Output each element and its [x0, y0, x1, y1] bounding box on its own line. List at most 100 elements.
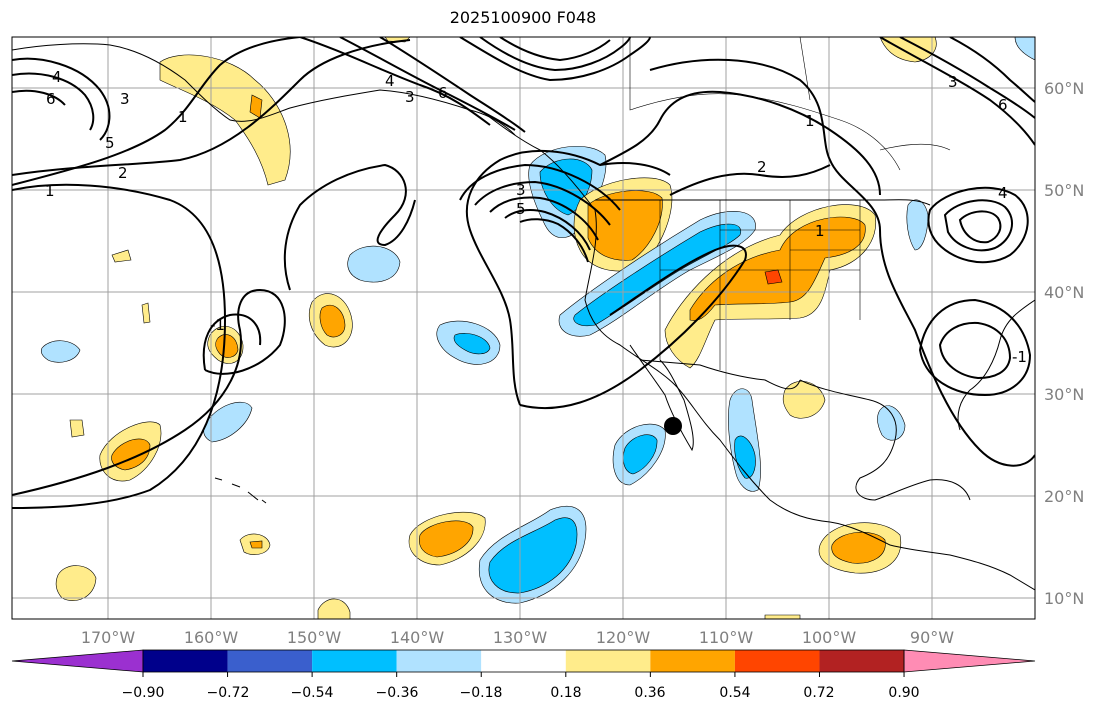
map-frame	[11, 36, 1036, 620]
contour-label: 3	[120, 90, 130, 108]
colorbar-tick-label: −0.54	[291, 685, 334, 701]
contour-line	[949, 37, 1035, 103]
colorbar-frame	[142, 649, 905, 673]
contour-line	[479, 37, 631, 72]
colorbar-tick-label: −0.36	[376, 685, 419, 701]
contour-line	[599, 90, 881, 196]
colorbar-tick-label: −0.72	[207, 685, 250, 701]
mexico-border	[639, 359, 801, 390]
gulf-coastline	[799, 379, 971, 501]
colorbar-segment	[650, 650, 735, 672]
negative-anomaly-area	[622, 434, 658, 475]
lon-label: 130°W	[493, 628, 548, 647]
colorbar-segment	[481, 650, 566, 672]
lat-label: 60°N	[1044, 79, 1084, 98]
contour-line	[938, 321, 1012, 380]
contour-line	[12, 37, 301, 186]
colorbar-extend-low	[11, 649, 144, 673]
positive-anomaly-area	[249, 540, 263, 549]
colorbar-tick-label: 0.54	[719, 685, 750, 701]
colorbar-segment	[396, 650, 482, 672]
lon-label: 100°W	[802, 628, 857, 647]
lat-label: 10°N	[1044, 589, 1084, 608]
negative-anomaly-area	[347, 245, 401, 283]
lon-label: 120°W	[596, 628, 651, 647]
negative-anomaly-area	[40, 340, 81, 363]
us-border	[595, 199, 931, 206]
colorbar-tick-labels: −0.90 −0.72 −0.54 −0.36 −0.18 0.18 0.36 …	[122, 685, 920, 701]
positive-anomaly-area	[764, 269, 783, 285]
colorbar-tick-label: 0.18	[550, 685, 581, 701]
contour-label: 1	[815, 222, 825, 240]
contour-line	[879, 37, 1035, 146]
negative-anomaly-area	[1014, 37, 1035, 61]
contour-line	[519, 244, 747, 409]
positive-anomaly-area	[419, 520, 474, 558]
positive-anomaly-area	[689, 216, 866, 321]
contour-line	[459, 163, 621, 211]
height-contours	[12, 37, 1035, 509]
location-marker	[664, 417, 682, 435]
longitude-labels: 170°W 160°W 150°W 140°W 130°W 120°W 110°…	[81, 628, 954, 647]
contour-label: 3	[516, 181, 526, 199]
colorbar-tick-label: 0.36	[634, 685, 665, 701]
contour-line	[12, 72, 95, 131]
us-east-coastline	[957, 299, 1035, 431]
north-america-coastline	[479, 109, 1035, 591]
positive-anomaly-area	[319, 304, 346, 338]
contour-line	[379, 37, 526, 133]
contour-label: 1	[805, 112, 815, 130]
colorbar-tick-label: −0.18	[460, 685, 503, 701]
colorbar-segment	[734, 650, 820, 672]
colorbar-extend-high	[903, 649, 1036, 673]
colorbar-segment	[143, 650, 228, 672]
contour-line	[12, 183, 227, 509]
lon-label: 170°W	[81, 628, 136, 647]
lat-label: 30°N	[1044, 385, 1084, 404]
contour-line	[918, 298, 1032, 397]
contour-line	[499, 37, 611, 62]
positive-anomaly-area	[111, 249, 132, 263]
lat-label: 20°N	[1044, 487, 1084, 506]
colorbar-tick-label: 0.90	[888, 685, 919, 701]
positive-anomaly-area	[879, 37, 937, 63]
lon-label: 160°W	[184, 628, 239, 647]
contour-label: 2	[118, 164, 128, 182]
negative-anomaly-area	[203, 401, 253, 443]
contour-line	[899, 37, 1035, 119]
colorbar-tick-label: −0.90	[122, 685, 165, 701]
contour-line	[12, 39, 411, 176]
contour-label: 4	[385, 72, 395, 90]
map-area: 1 2 3 4 6 5 1 3 4 6 3 5 -1 2 1 1 3 6 4 -…	[12, 37, 1035, 619]
contour-label: 5	[516, 200, 526, 218]
negative-anomaly-area	[877, 405, 906, 441]
contour-label: 6	[438, 84, 448, 102]
positive-anomaly-area	[141, 302, 151, 324]
baja-coastline	[629, 344, 694, 452]
negative-anomaly-area	[906, 199, 929, 251]
colorbar	[11, 649, 1036, 677]
contour-label: 2	[757, 158, 767, 176]
positive-anomaly-area	[69, 419, 85, 438]
contour-label: 3	[405, 88, 415, 106]
contour-line	[519, 218, 589, 263]
colorbar-segment	[312, 650, 397, 672]
contour-label: 1	[178, 108, 188, 126]
contour-label: -1	[1012, 348, 1027, 366]
contour-line	[12, 288, 286, 496]
colorbar-segment	[565, 650, 651, 672]
lat-label: 50°N	[1044, 181, 1084, 200]
contour-line	[958, 210, 1002, 244]
lon-label: 150°W	[287, 628, 342, 647]
contour-line	[202, 313, 262, 371]
contour-label: 4	[52, 68, 62, 86]
graticule	[12, 37, 1035, 619]
lon-label: 140°W	[390, 628, 445, 647]
contour-label: 4	[998, 184, 1008, 202]
contour-label: 3	[948, 73, 958, 91]
contour-line	[504, 209, 591, 251]
contour-line	[489, 196, 599, 241]
lat-label: 40°N	[1044, 283, 1084, 302]
contour-label: 5	[105, 134, 115, 152]
contour-line	[669, 164, 831, 196]
